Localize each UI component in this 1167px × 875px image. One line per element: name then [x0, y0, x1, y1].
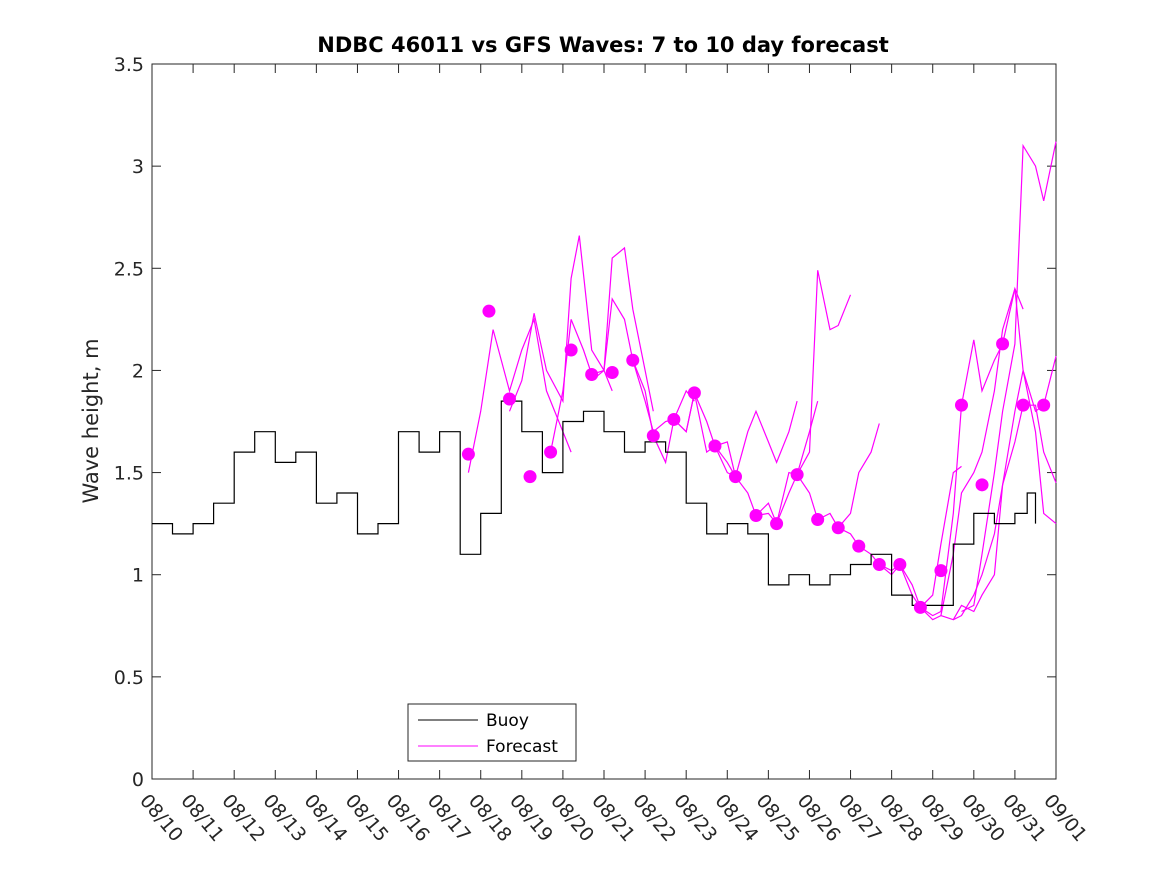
- forecast-point: [523, 470, 537, 484]
- forecast-point: [996, 337, 1010, 351]
- forecast-point: [811, 513, 825, 527]
- y-axis-label: Wave height, m: [79, 338, 103, 503]
- y-tick-label: 1.5: [114, 463, 144, 485]
- forecast-point: [749, 508, 763, 522]
- forecast-point: [482, 304, 496, 318]
- forecast-point: [893, 558, 907, 571]
- forecast-lines: [467, 141, 1057, 621]
- y-axis: 0 0.5 1 1.5 2 2.5 3 3.5: [114, 54, 1056, 791]
- forecast-point: [831, 521, 845, 535]
- forecast-point: [728, 470, 742, 484]
- y-tick-label: 2.5: [114, 258, 144, 280]
- forecast-point: [605, 365, 619, 379]
- legend-buoy-label: Buoy: [486, 711, 529, 731]
- forecast-point: [502, 392, 516, 406]
- forecast-run-line: [940, 370, 1057, 621]
- forecast-point: [872, 558, 886, 571]
- forecast-point: [544, 445, 558, 459]
- y-tick-label: 3.5: [114, 54, 144, 76]
- forecast-point: [954, 398, 968, 412]
- chart-title: NDBC 46011 vs GFS Waves: 7 to 10 day for…: [317, 33, 888, 57]
- buoy-series: [152, 400, 1037, 606]
- forecast-run-line: [953, 404, 1057, 621]
- forecast-point: [461, 447, 475, 461]
- forecast-point: [790, 468, 804, 482]
- forecast-point: [975, 478, 989, 492]
- forecast-run-line: [508, 235, 613, 412]
- legend: Buoy Forecast: [407, 703, 577, 762]
- forecast-run-line: [961, 141, 1057, 613]
- forecast-point: [913, 600, 927, 614]
- forecast-point: [1037, 398, 1051, 412]
- forecast-point: [934, 564, 948, 578]
- legend-forecast-label: Forecast: [486, 737, 558, 757]
- legend-box: [407, 703, 577, 762]
- forecast-point: [585, 368, 599, 382]
- forecast-point: [852, 539, 866, 553]
- y-tick-label: 2: [132, 360, 144, 382]
- forecast-point: [708, 439, 722, 453]
- y-tick-label: 0: [132, 769, 144, 791]
- forecast-point: [667, 412, 681, 426]
- forecast-points: [461, 304, 1051, 614]
- forecast-point: [687, 386, 701, 400]
- y-tick-label: 3: [132, 156, 144, 178]
- forecast-point: [1016, 398, 1030, 412]
- forecast-point: [626, 353, 640, 367]
- y-tick-label: 1: [132, 565, 144, 587]
- forecast-point: [564, 343, 578, 357]
- y-tick-label: 0.5: [114, 667, 144, 689]
- forecast-run-line: [591, 297, 695, 433]
- forecast-point: [770, 517, 784, 531]
- buoy-line: [152, 400, 1037, 606]
- forecast-point: [646, 429, 660, 443]
- forecast-run-line: [755, 270, 852, 526]
